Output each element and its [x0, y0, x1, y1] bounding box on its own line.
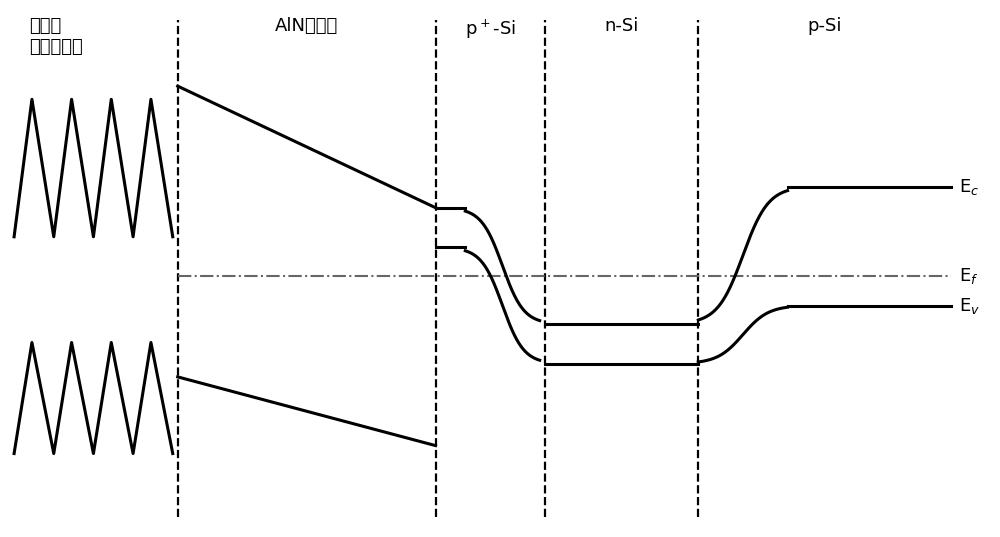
Text: E$_f$: E$_f$ — [959, 266, 979, 286]
Text: p-Si: p-Si — [808, 17, 842, 35]
Text: AlN成核层: AlN成核层 — [275, 17, 338, 35]
Text: n-Si: n-Si — [604, 17, 639, 35]
Text: E$_c$: E$_c$ — [959, 177, 979, 197]
Text: 背势垒
电子阻挡层: 背势垒 电子阻挡层 — [29, 17, 83, 56]
Text: p$^+$-Si: p$^+$-Si — [465, 17, 516, 41]
Text: E$_v$: E$_v$ — [959, 295, 980, 316]
